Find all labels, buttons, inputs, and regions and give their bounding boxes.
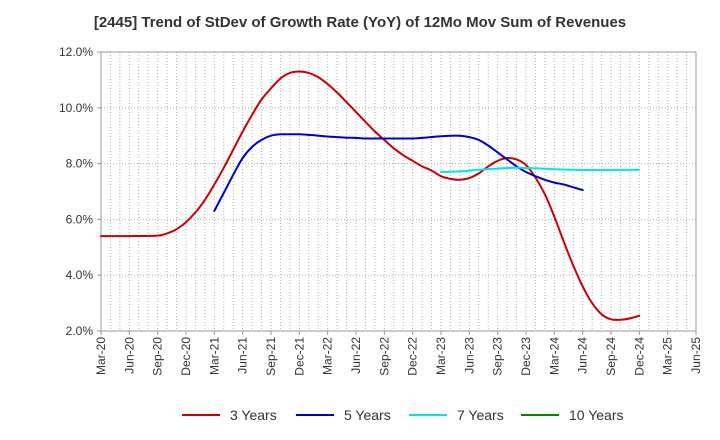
x-tick-label: Jun-22	[349, 337, 363, 374]
legend-item-10-years: 10 Years	[521, 404, 624, 426]
x-tick-label: Mar-22	[321, 337, 335, 375]
y-tick-label: 4.0%	[66, 268, 94, 282]
series-line-7-years	[440, 166, 641, 173]
legend-label-3-years: 3 Years	[230, 407, 277, 423]
plot-border	[100, 51, 697, 332]
x-tick-label: Sep-20	[151, 337, 165, 376]
legend-item-3-years: 3 Years	[182, 404, 277, 426]
x-axis: Mar-20 Jun-20 Sep-20 Dec-20 Mar-21 Jun-21 Sep-…	[94, 331, 703, 376]
x-tick-label: Sep-22	[377, 337, 391, 376]
x-tick-label: Mar-24	[547, 337, 561, 375]
legend-swatch-7-years	[409, 414, 447, 416]
legend-item-5-years: 5 Years	[296, 404, 391, 426]
y-tick-label: 6.0%	[66, 212, 94, 226]
legend-item-7-years: 7 Years	[409, 404, 504, 426]
x-tick-label: Dec-24	[632, 337, 646, 376]
x-tick-label: Jun-25	[689, 337, 703, 374]
x-tick-label: Mar-21	[207, 337, 221, 375]
x-tick-label: Jun-20	[122, 337, 136, 374]
y-axis: 2.0% 4.0% 6.0% 8.0% 10.0% 12.0%	[59, 45, 101, 338]
x-tick-label: Mar-23	[434, 337, 448, 375]
series-line-3-years	[100, 70, 641, 321]
x-tick-label: Mar-25	[661, 337, 675, 375]
x-tick-label: Dec-22	[406, 337, 420, 376]
x-tick-label: Dec-21	[292, 337, 306, 376]
chart-title: [2445] Trend of StDev of Growth Rate (Yo…	[93, 14, 627, 31]
y-tick-label: 2.0%	[66, 324, 94, 338]
legend-label-5-years: 5 Years	[344, 407, 391, 423]
x-tick-label: Dec-20	[179, 337, 193, 376]
grid-layer	[101, 52, 696, 331]
legend: 3 Years 5 Years 7 Years 10 Years	[0, 404, 720, 426]
x-tick-label: Sep-23	[491, 337, 505, 376]
y-tick-label: 10.0%	[59, 101, 93, 115]
y-tick-label: 8.0%	[66, 157, 94, 171]
x-tick-label: Jun-24	[576, 337, 590, 374]
x-tick-label: Mar-20	[94, 337, 108, 375]
y-tick-label: 12.0%	[59, 45, 93, 59]
x-tick-label: Jun-23	[462, 337, 476, 374]
x-tick-label: Dec-23	[519, 337, 533, 376]
legend-label-10-years: 10 Years	[569, 407, 624, 423]
series-layer	[100, 70, 641, 321]
legend-swatch-3-years	[182, 414, 220, 416]
x-tick-label: Sep-21	[264, 337, 278, 376]
x-tick-label: Sep-24	[604, 337, 618, 376]
series-line-5-years	[213, 133, 584, 212]
legend-swatch-5-years	[296, 414, 334, 416]
x-tick-label: Jun-21	[236, 337, 250, 374]
legend-label-7-years: 7 Years	[457, 407, 504, 423]
legend-swatch-10-years	[521, 414, 559, 416]
chart-svg: 2.0% 4.0% 6.0% 8.0% 10.0% 12.0% Mar-20 Jun-20 S…	[59, 45, 703, 376]
